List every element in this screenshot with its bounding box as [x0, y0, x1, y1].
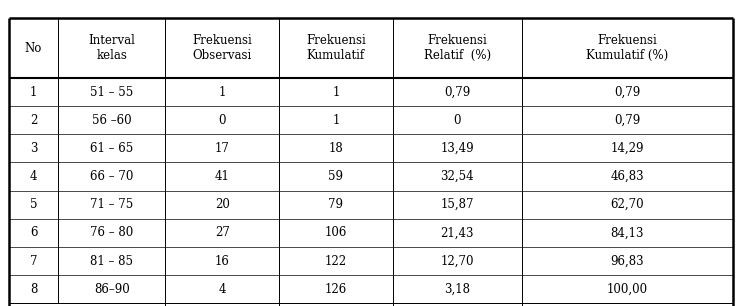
Text: 41: 41	[214, 170, 229, 183]
Text: 61 – 65: 61 – 65	[90, 142, 134, 155]
Text: 59: 59	[329, 170, 344, 183]
Text: 0: 0	[218, 114, 226, 127]
Text: 20: 20	[214, 198, 229, 211]
Text: 1: 1	[332, 86, 340, 99]
Text: 18: 18	[329, 142, 344, 155]
Text: 86–90: 86–90	[94, 283, 130, 296]
Text: 0,79: 0,79	[444, 86, 470, 99]
Text: 4: 4	[218, 283, 226, 296]
Text: 122: 122	[325, 255, 347, 267]
Text: Frekuensi
Kumulatif (%): Frekuensi Kumulatif (%)	[586, 34, 669, 62]
Text: 81 – 85: 81 – 85	[91, 255, 134, 267]
Text: 96,83: 96,83	[611, 255, 644, 267]
Text: 32,54: 32,54	[440, 170, 474, 183]
Text: 71 – 75: 71 – 75	[90, 198, 134, 211]
Text: 62,70: 62,70	[611, 198, 644, 211]
Text: 8: 8	[30, 283, 37, 296]
Text: 16: 16	[214, 255, 229, 267]
Text: 2: 2	[30, 114, 37, 127]
Text: 46,83: 46,83	[611, 170, 644, 183]
Text: 126: 126	[325, 283, 347, 296]
Text: 106: 106	[325, 226, 347, 239]
Text: 14,29: 14,29	[611, 142, 644, 155]
Text: 0,79: 0,79	[614, 114, 640, 127]
Text: 15,87: 15,87	[441, 198, 474, 211]
Text: 66 – 70: 66 – 70	[90, 170, 134, 183]
Text: 17: 17	[214, 142, 229, 155]
Text: Interval
kelas: Interval kelas	[88, 34, 135, 62]
Text: 79: 79	[329, 198, 344, 211]
Text: No: No	[24, 42, 42, 55]
Text: 0: 0	[453, 114, 461, 127]
Text: 1: 1	[30, 86, 37, 99]
Text: Frekuensi
Observasi: Frekuensi Observasi	[192, 34, 252, 62]
Text: 76 – 80: 76 – 80	[90, 226, 134, 239]
Text: 7: 7	[30, 255, 37, 267]
Text: 56 –60: 56 –60	[92, 114, 131, 127]
Text: 1: 1	[218, 86, 226, 99]
Text: 100,00: 100,00	[607, 283, 648, 296]
Text: Frekuensi
Kumulatif: Frekuensi Kumulatif	[306, 34, 366, 62]
Text: 3: 3	[30, 142, 37, 155]
Text: 6: 6	[30, 226, 37, 239]
Text: 4: 4	[30, 170, 37, 183]
Text: 27: 27	[214, 226, 229, 239]
Text: 1: 1	[332, 114, 340, 127]
Text: Frekuensi
Relatif  (%): Frekuensi Relatif (%)	[424, 34, 490, 62]
Text: 0,79: 0,79	[614, 86, 640, 99]
Text: 21,43: 21,43	[441, 226, 474, 239]
Text: 13,49: 13,49	[440, 142, 474, 155]
Text: 3,18: 3,18	[444, 283, 470, 296]
Text: 12,70: 12,70	[441, 255, 474, 267]
Text: 5: 5	[30, 198, 37, 211]
Text: 84,13: 84,13	[611, 226, 644, 239]
Text: 51 – 55: 51 – 55	[90, 86, 134, 99]
